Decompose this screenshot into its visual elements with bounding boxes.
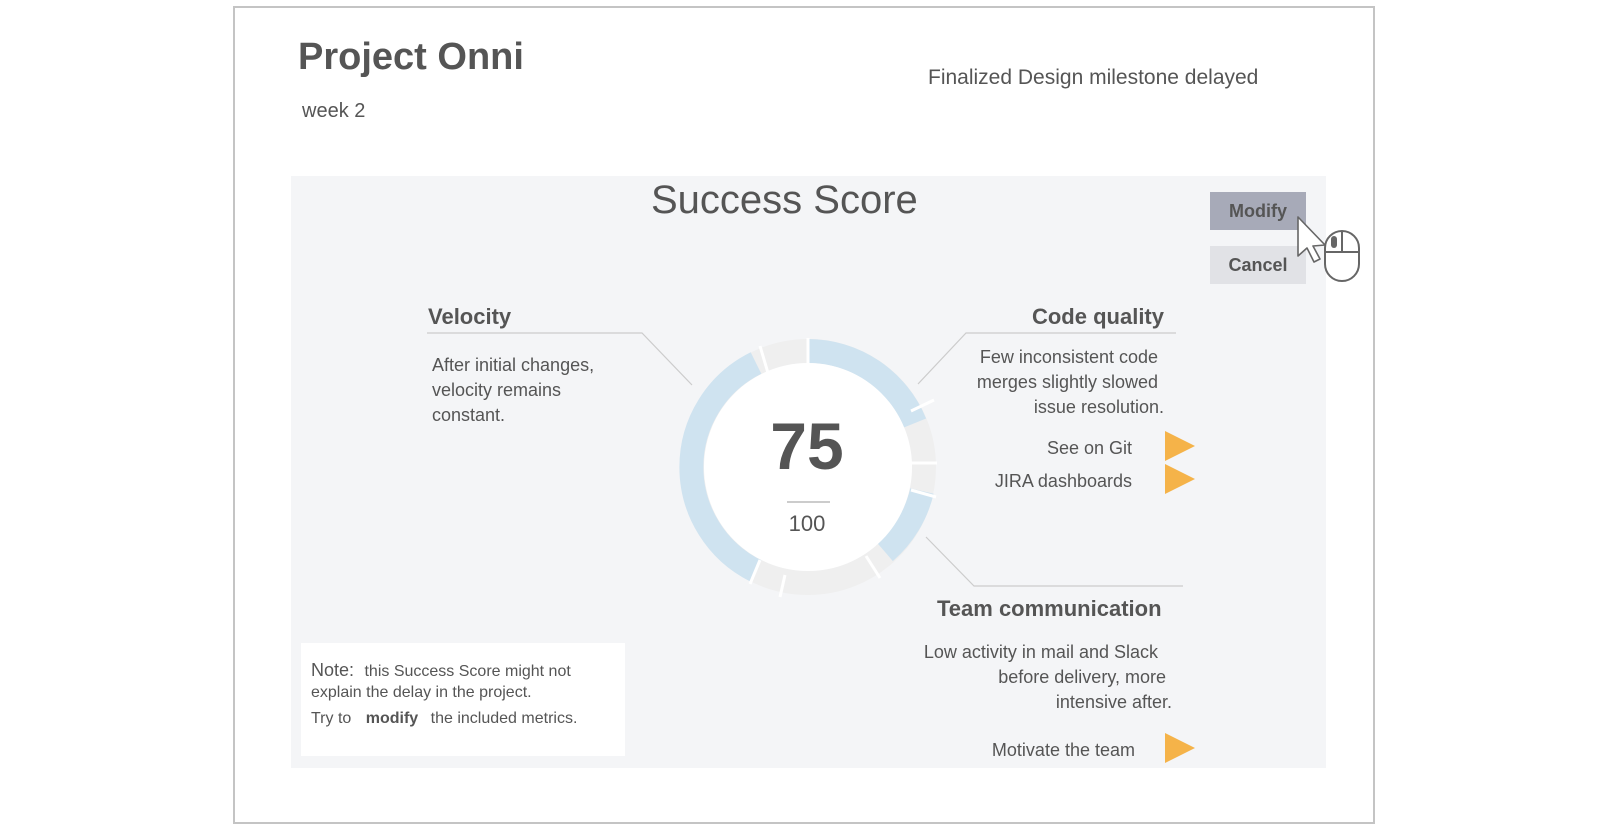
note-text: explain the delay in the project.	[311, 684, 532, 701]
code-quality-line: merges slightly slowed	[976, 372, 1158, 392]
team-communication-description: Low activity in mail and Slack before de…	[900, 640, 1172, 715]
code-quality-line: Few inconsistent code	[979, 347, 1158, 367]
jira-dashboards-link[interactable]: JIRA dashboards	[994, 471, 1132, 491]
motivate-team-link[interactable]: Motivate the team	[991, 740, 1135, 760]
see-on-git-link[interactable]: See on Git	[1046, 438, 1132, 458]
motivate-team-arrow-icon[interactable]	[1165, 733, 1195, 763]
code-quality-title: Code quality	[1031, 304, 1164, 329]
cancel-button[interactable]: Cancel	[1210, 246, 1306, 284]
score-value: 75	[770, 409, 844, 483]
week-label: week 2	[302, 100, 366, 122]
project-title: Project Onni	[298, 36, 524, 78]
see-on-git-arrow-icon[interactable]	[1165, 431, 1195, 461]
note-text: the included metrics.	[430, 710, 578, 727]
note-label: Note:	[311, 660, 355, 680]
note-modify-emphasis: modify	[365, 710, 419, 727]
velocity-line: constant.	[432, 405, 506, 425]
code-quality-description: Few inconsistent code merges slightly sl…	[920, 345, 1164, 420]
code-quality-line: issue resolution.	[1033, 397, 1164, 417]
modify-button[interactable]: Modify	[1210, 192, 1306, 230]
team-communication-title: Team communication	[937, 596, 1162, 621]
milestone-alert: Finalized Design milestone delayed	[928, 66, 1259, 89]
velocity-description: After initial changes, velocity remains …	[432, 353, 594, 428]
success-score-title: Success Score	[651, 178, 918, 222]
velocity-line: velocity remains	[432, 380, 562, 400]
team-communication-line: Low activity in mail and Slack	[923, 642, 1158, 662]
note-text: this Success Score might not	[364, 663, 571, 680]
team-communication-line: intensive after.	[1055, 692, 1172, 712]
note-text: Try to	[311, 710, 352, 727]
velocity-line: After initial changes,	[432, 355, 595, 375]
score-max: 100	[788, 511, 826, 536]
velocity-title: Velocity	[428, 304, 512, 329]
jira-dashboards-arrow-icon[interactable]	[1165, 464, 1195, 494]
note-box: Note: this Success Score might not expla…	[301, 643, 625, 756]
team-communication-line: before delivery, more	[998, 667, 1166, 687]
